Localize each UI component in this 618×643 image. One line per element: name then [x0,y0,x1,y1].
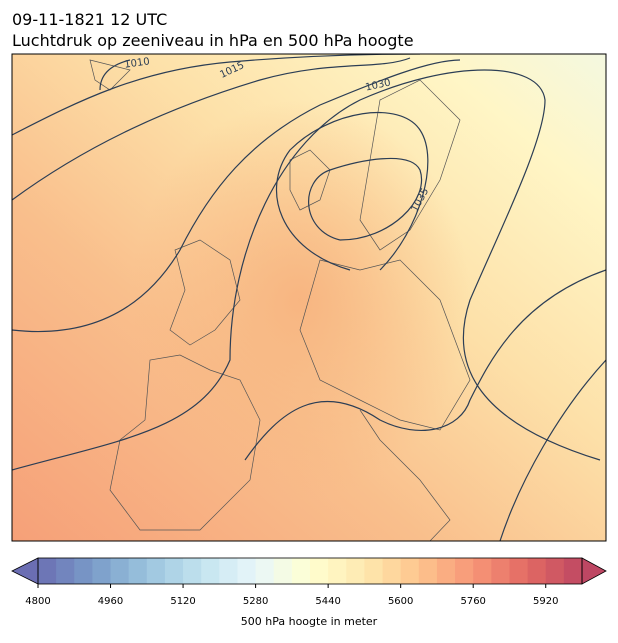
colorbar-segment [418,558,438,584]
colorbar-segment [291,558,311,584]
colorbar-segment [455,558,474,584]
colorbar-extend-high [581,557,607,585]
colorbar-segment [164,558,184,584]
colorbar-segment [491,558,510,584]
colorbar-segment [328,558,347,584]
colorbar-segment [563,558,583,584]
height-field [130,100,470,500]
colorbar-segment [74,558,93,584]
colorbar-segment [146,558,166,584]
colorbar-segment [110,558,130,584]
colorbar-segment [346,558,365,584]
colorbar-label: 500 hPa hoogte in meter [241,615,378,628]
colorbar-tick-label: 5920 [533,596,558,607]
colorbar-segment [527,558,547,584]
colorbar-segment [382,558,402,584]
contour-label: 1010 [124,56,151,70]
colorbar-segment [473,558,492,584]
map [12,54,606,541]
colorbar-segment [183,558,202,584]
colorbar-segment [128,558,148,584]
colorbar-segment [201,558,220,584]
colorbar-tick-label: 5600 [388,596,413,607]
colorbar-segment [310,558,329,584]
colorbar-segment [38,558,57,584]
isobars [12,54,606,541]
colorbar-segment [545,558,565,584]
subtitle: Luchtdruk op zeeniveau in hPa en 500 hPa… [12,31,414,50]
colorbar-segment [56,558,75,584]
colorbar-segment [400,558,420,584]
colorbar-tick-label: 4800 [25,596,50,607]
colorbar-tick-label: 5440 [315,596,340,607]
colorbar-segment [92,558,112,584]
colorbar-segment [237,558,257,584]
colorbar-tick-label: 5760 [460,596,485,607]
title: 09-11-1821 12 UTC [12,10,167,29]
colorbar-frame [37,557,583,585]
colorbar-tick-label: 4960 [98,596,123,607]
colorbar-segment [364,558,384,584]
colorbar-segment [255,558,275,584]
colorbar-tick-label: 5120 [170,596,195,607]
colorbar-extend-low [11,557,39,585]
colorbar-segment [509,558,529,584]
colorbar-segment [273,558,293,584]
contour-label: 1030 [365,77,392,93]
colorbar-tick-label: 5280 [243,596,268,607]
colorbar-segment [436,558,456,584]
map-frame [11,53,607,542]
colorbar-segment [219,558,238,584]
